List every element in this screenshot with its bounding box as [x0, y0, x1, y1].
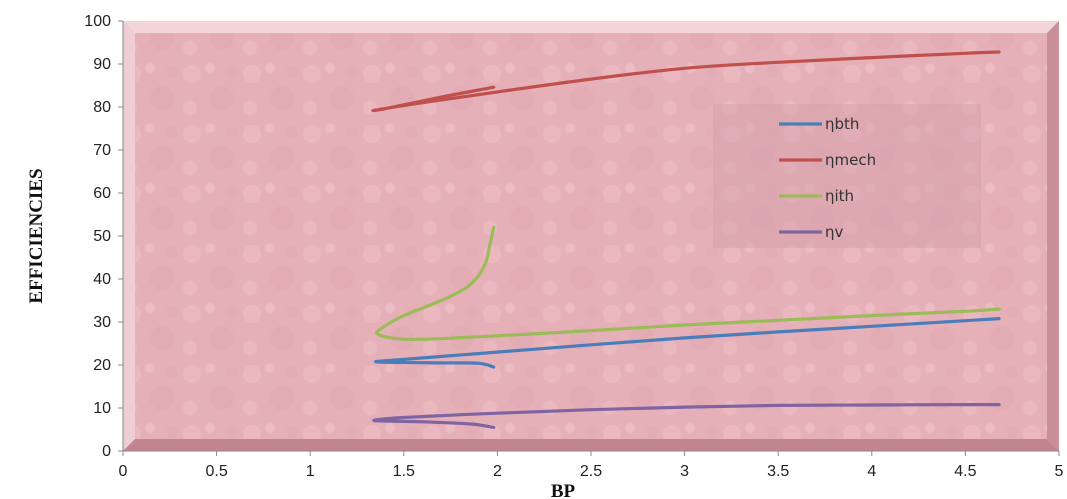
x-tick-label: 5	[1055, 463, 1064, 480]
legend-entry-v: ηv	[825, 223, 844, 241]
x-tick-label: 4	[867, 463, 876, 480]
x-tick-label: 4.5	[954, 463, 976, 480]
y-tick-label: 20	[93, 357, 111, 374]
x-tick-label: 2.5	[580, 463, 602, 480]
y-tick-label: 10	[93, 400, 111, 417]
y-tick-label: 40	[93, 271, 111, 288]
bevel-top	[123, 21, 1059, 33]
y-tick-label: 50	[93, 228, 111, 245]
legend-entry-ith: ηith	[825, 187, 854, 205]
y-tick-label: 80	[93, 99, 111, 116]
legend-entry-mech: ηmech	[825, 151, 876, 169]
x-tick-label: 1	[306, 463, 315, 480]
bevel-left	[123, 21, 135, 451]
x-tick-label: 1.5	[393, 463, 415, 480]
x-tick-label: 3	[680, 463, 689, 480]
y-axis-title: EFFICIENCIES	[26, 168, 47, 303]
y-tick-label: 90	[93, 56, 111, 73]
x-tick-label: 0.5	[205, 463, 227, 480]
x-axis-title: BP	[551, 481, 576, 499]
y-tick-labels: 0 10 20 30 40 50 60 70 80 90 100	[84, 13, 123, 460]
series-bth-line	[374, 317, 1001, 369]
y-tick-label: 30	[93, 314, 111, 331]
legend-box	[713, 104, 981, 248]
series-mech-line	[371, 50, 1001, 113]
x-tick-label: 2	[493, 463, 502, 480]
y-tick-label: 60	[93, 185, 111, 202]
x-tick-label: 3.5	[767, 463, 789, 480]
x-tick-labels: 0 0.5 1 1.5 2 2.5 3 3.5 4 4.5 5	[119, 451, 1064, 480]
y-tick-label: 70	[93, 142, 111, 159]
series-v-line	[372, 402, 1001, 429]
series-ith-line	[375, 225, 1001, 341]
x-tick-label: 0	[119, 463, 128, 480]
legend: ηbth ηmech ηith ηv	[713, 104, 981, 248]
y-tick-label: 0	[102, 443, 111, 460]
y-tick-label: 100	[84, 13, 111, 30]
series-lines	[371, 50, 1001, 429]
bevel-bottom	[123, 439, 1059, 451]
bevel-right	[1047, 21, 1059, 451]
legend-entry-bth: ηbth	[825, 115, 859, 133]
